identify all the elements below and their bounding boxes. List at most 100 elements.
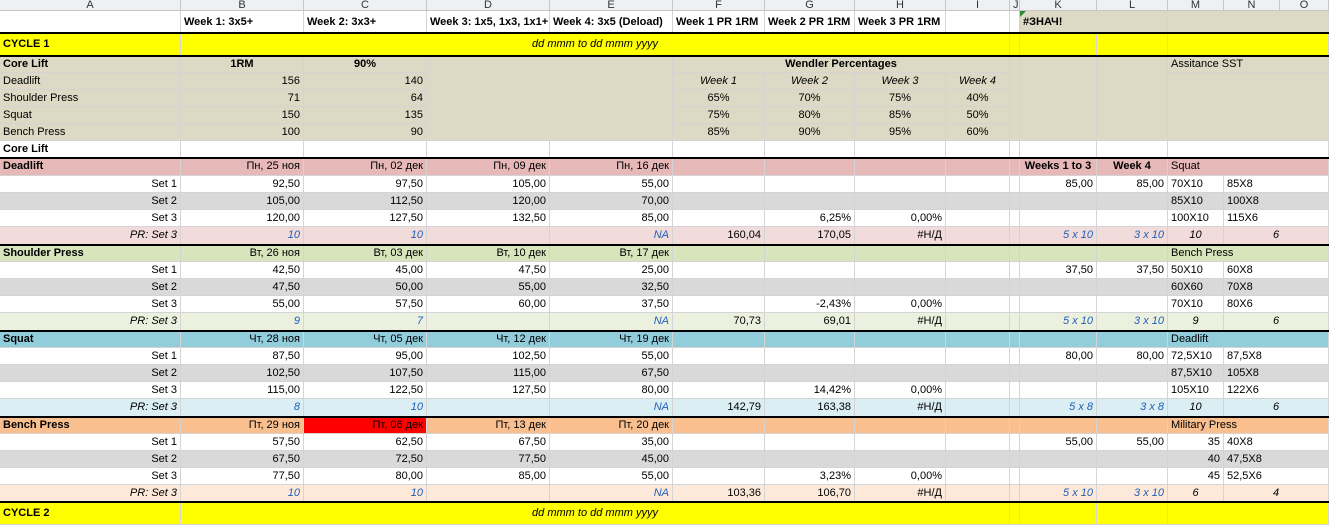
lift-k-head[interactable]	[1020, 417, 1097, 434]
header-week3[interactable]: Week 3: 1x5, 1x3, 1x1+	[427, 11, 550, 33]
cell[interactable]	[946, 348, 1010, 365]
cell[interactable]	[673, 331, 765, 348]
set-pct[interactable]: 3,23%	[765, 468, 855, 485]
cell[interactable]	[673, 296, 765, 313]
pr-k[interactable]: 5 x 10	[1020, 227, 1097, 245]
core-lift-name[interactable]: Deadlift	[0, 73, 181, 90]
set-label[interactable]: Set 1	[0, 176, 181, 193]
header-pr3[interactable]: Week 3 PR 1RM	[855, 11, 946, 33]
cell[interactable]	[673, 176, 765, 193]
pr-f[interactable]: 103,36	[673, 485, 765, 502]
set-pct-h[interactable]: 0,00%	[855, 296, 946, 313]
set-value[interactable]: 57,50	[304, 296, 427, 313]
set-pct[interactable]	[765, 348, 855, 365]
set-l[interactable]: 55,00	[1097, 434, 1168, 451]
set-k[interactable]	[1020, 468, 1097, 485]
pr-h[interactable]: #Н/Д	[855, 399, 946, 417]
cell-a2[interactable]	[0, 11, 181, 33]
column-header-b[interactable]: B	[181, 0, 304, 11]
wendler-pct[interactable]: 50%	[946, 107, 1010, 124]
column-header-e[interactable]: E	[550, 0, 673, 11]
set-l[interactable]: 85,00	[1097, 176, 1168, 193]
set-value[interactable]: 55,00	[550, 348, 673, 365]
set-value[interactable]: 55,00	[427, 279, 550, 296]
pr-e[interactable]: NA	[550, 485, 673, 502]
cell[interactable]	[1168, 502, 1329, 525]
wendler-pct[interactable]: 85%	[673, 124, 765, 141]
set-assist-n[interactable]: 87,5X8	[1224, 348, 1329, 365]
core-lift-1rm[interactable]: 150	[181, 107, 304, 124]
cell[interactable]	[1010, 399, 1020, 417]
set-pct-h[interactable]	[855, 365, 946, 382]
set-value[interactable]: 32,50	[550, 279, 673, 296]
set-assist-n[interactable]: 100X8	[1224, 193, 1329, 210]
wendler-pct[interactable]: 95%	[855, 124, 946, 141]
set-value[interactable]: 105,00	[427, 176, 550, 193]
pr-n[interactable]: 4	[1224, 485, 1329, 502]
cell[interactable]	[1010, 451, 1020, 468]
lift-date[interactable]: Чт, 19 дек	[550, 331, 673, 348]
cell-i2[interactable]	[946, 11, 1010, 33]
set-assist-m[interactable]: 87,5X10	[1168, 365, 1224, 382]
set-l[interactable]: 80,00	[1097, 348, 1168, 365]
set-value[interactable]: 35,00	[550, 434, 673, 451]
lift-date[interactable]: Пн, 25 ноя	[181, 158, 304, 176]
set-pct-h[interactable]	[855, 434, 946, 451]
cell[interactable]	[1020, 502, 1097, 525]
cell-m3[interactable]	[1168, 33, 1329, 56]
column-header-h[interactable]: H	[855, 0, 946, 11]
set-assist-m[interactable]: 45	[1168, 468, 1224, 485]
cell[interactable]	[1010, 193, 1020, 210]
cell[interactable]	[1097, 141, 1168, 158]
set-value[interactable]: 122,50	[304, 382, 427, 399]
cell[interactable]	[946, 485, 1010, 502]
cell[interactable]	[427, 141, 550, 158]
set-value[interactable]: 45,00	[304, 262, 427, 279]
set-value[interactable]: 55,00	[181, 296, 304, 313]
cell[interactable]	[855, 331, 946, 348]
pr-f[interactable]: 142,79	[673, 399, 765, 417]
cell[interactable]	[1020, 141, 1097, 158]
set-value[interactable]: 80,00	[304, 468, 427, 485]
lift-date[interactable]: Вт, 26 ноя	[181, 245, 304, 262]
cell[interactable]	[765, 417, 855, 434]
pr-l[interactable]: 3 x 10	[1097, 227, 1168, 245]
cell[interactable]	[1010, 176, 1020, 193]
cell[interactable]	[946, 313, 1010, 331]
set-value[interactable]: 55,00	[550, 176, 673, 193]
core-lift-footer[interactable]: Core Lift	[0, 141, 181, 158]
cell[interactable]	[1010, 313, 1020, 331]
lift-date[interactable]: Вт, 17 дек	[550, 245, 673, 262]
set-assist-m[interactable]: 70X10	[1168, 176, 1224, 193]
column-header-f[interactable]: F	[673, 0, 765, 11]
cell[interactable]	[1010, 468, 1020, 485]
assist-lift-name[interactable]: Squat	[1168, 158, 1329, 176]
column-header-g[interactable]: G	[765, 0, 855, 11]
cell[interactable]	[1097, 502, 1168, 525]
pr-label[interactable]: PR: Set 3	[0, 313, 181, 331]
cell[interactable]	[673, 348, 765, 365]
pr-b[interactable]: 9	[181, 313, 304, 331]
pr-label[interactable]: PR: Set 3	[0, 399, 181, 417]
column-header-c[interactable]: C	[304, 0, 427, 11]
set-value[interactable]: 102,50	[181, 365, 304, 382]
set-pct[interactable]: 6,25%	[765, 210, 855, 227]
cell-j3[interactable]	[1010, 33, 1020, 56]
pr-b[interactable]: 10	[181, 485, 304, 502]
core-lift-1rm[interactable]: 100	[181, 124, 304, 141]
lift-k-head[interactable]: Weeks 1 to 3	[1020, 158, 1097, 176]
column-header-n[interactable]: N	[1224, 0, 1280, 11]
lift-date[interactable]: Чт, 12 дек	[427, 331, 550, 348]
wendler-pct[interactable]: 75%	[855, 90, 946, 107]
cell[interactable]	[673, 193, 765, 210]
cell[interactable]	[765, 331, 855, 348]
set-l[interactable]	[1097, 382, 1168, 399]
set-assist-n[interactable]: 60X8	[1224, 262, 1329, 279]
set-value[interactable]: 47,50	[181, 279, 304, 296]
set-value[interactable]: 85,00	[427, 468, 550, 485]
set-value[interactable]: 50,00	[304, 279, 427, 296]
set-value[interactable]: 115,00	[181, 382, 304, 399]
pr-b[interactable]: 8	[181, 399, 304, 417]
set-k[interactable]	[1020, 382, 1097, 399]
set-label[interactable]: Set 3	[0, 296, 181, 313]
